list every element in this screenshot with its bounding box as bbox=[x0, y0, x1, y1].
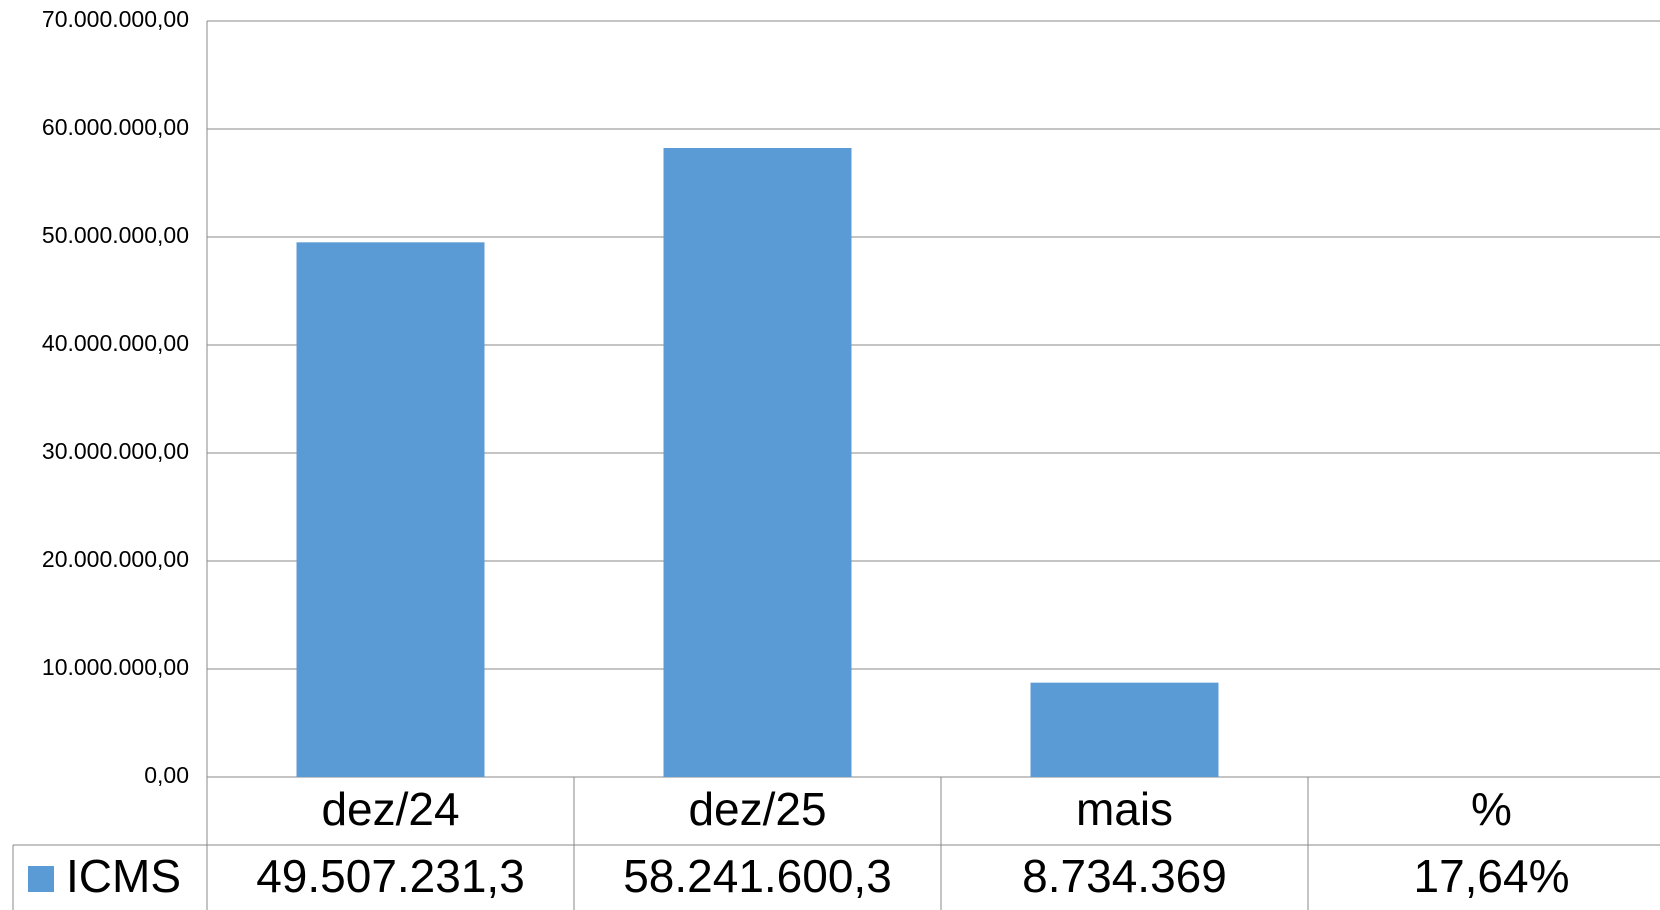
y-tick-label: 30.000.000,00 bbox=[42, 438, 189, 464]
value-label: 58.241.600,3 bbox=[623, 850, 892, 902]
y-tick-label: 40.000.000,00 bbox=[42, 330, 189, 356]
legend-swatch bbox=[28, 866, 54, 892]
category-label: dez/24 bbox=[321, 783, 459, 835]
bar bbox=[1030, 682, 1219, 777]
y-tick-label: 50.000.000,00 bbox=[42, 222, 189, 248]
y-tick-label: 70.000.000,00 bbox=[42, 6, 189, 32]
category-label: % bbox=[1471, 783, 1512, 835]
legend-label: ICMS bbox=[66, 850, 181, 902]
y-tick-label: 0,00 bbox=[144, 762, 189, 788]
value-label: 17,64% bbox=[1413, 850, 1569, 902]
value-label: 8.734.369 bbox=[1022, 850, 1227, 902]
y-tick-label: 60.000.000,00 bbox=[42, 114, 189, 140]
bar bbox=[296, 242, 485, 777]
y-tick-label: 20.000.000,00 bbox=[42, 546, 189, 572]
bar bbox=[663, 147, 852, 777]
y-tick-label: 10.000.000,00 bbox=[42, 654, 189, 680]
category-label: mais bbox=[1076, 783, 1173, 835]
value-label: 49.507.231,3 bbox=[256, 850, 525, 902]
category-label: dez/25 bbox=[688, 783, 826, 835]
